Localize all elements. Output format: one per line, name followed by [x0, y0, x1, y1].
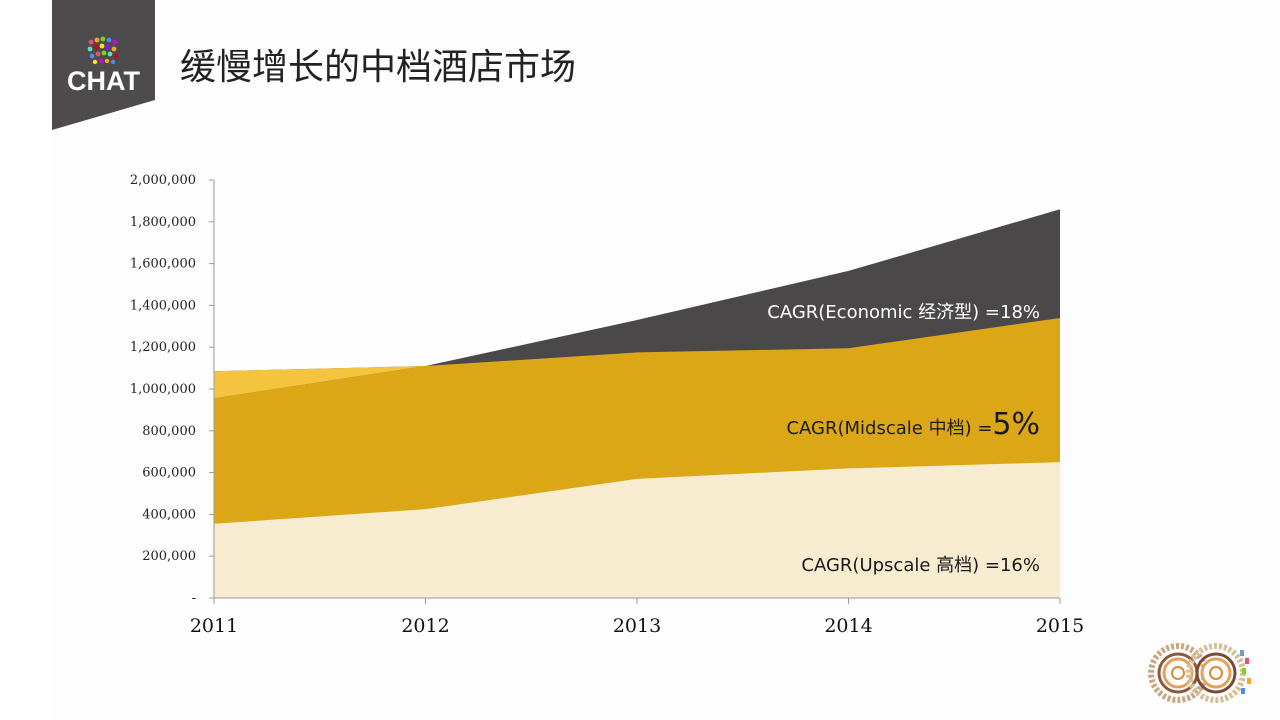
logo-text: CHAT [67, 66, 140, 96]
annotation-midscale-value: 5% [992, 407, 1040, 442]
left-margin-band [0, 0, 52, 720]
chat-logo-tab: CHAT [52, 0, 155, 130]
annotation-upscale: CAGR(Upscale 高档) =16% [801, 555, 1040, 576]
y-tick-label: 1,400,000 [130, 298, 196, 313]
x-tick-label: 2013 [613, 615, 661, 637]
annotation-midscale-label: CAGR(Midscale 中档) = [786, 418, 992, 439]
decorative-rings-logo [1148, 643, 1251, 703]
annotation-midscale: CAGR(Midscale 中档) =5% [786, 407, 1040, 442]
y-tick-label: 2,000,000 [130, 173, 196, 188]
area-upscale [214, 462, 1060, 598]
x-tick-label: 2014 [824, 615, 872, 637]
area-overlap-wedge [214, 366, 426, 399]
x-axis-tick-labels: 2011 2012 2013 2014 2015 [190, 615, 1084, 637]
y-tick-label: 800,000 [142, 424, 196, 439]
x-tick-label: 2011 [190, 615, 238, 637]
y-tick-label: 400,000 [142, 507, 196, 522]
x-tick-label: 2015 [1036, 615, 1084, 637]
y-tick-label: 1,000,000 [130, 382, 196, 397]
y-tick-label: - [192, 591, 196, 606]
x-tick-label: 2012 [401, 615, 449, 637]
y-tick-label: 1,200,000 [130, 340, 196, 355]
y-tick-label: 600,000 [142, 466, 196, 481]
annotation-economic: CAGR(Economic 经济型) =18% [767, 302, 1040, 323]
y-tick-label: 200,000 [142, 549, 196, 564]
cagr-annotations: CAGR(Economic 经济型) =18% CAGR(Midscale 中档)… [767, 302, 1040, 576]
y-tick-label: 1,600,000 [130, 257, 196, 272]
chart-axes [209, 179, 1061, 604]
y-axis-tick-labels: - 200,000 400,000 600,000 800,000 1,000,000 1,… [130, 173, 196, 606]
chart-areas [214, 209, 1060, 598]
y-tick-label: 1,800,000 [130, 215, 196, 230]
page-title: 缓慢增长的中档酒店市场 [180, 47, 577, 88]
people-mosaic-icon [87, 36, 119, 65]
